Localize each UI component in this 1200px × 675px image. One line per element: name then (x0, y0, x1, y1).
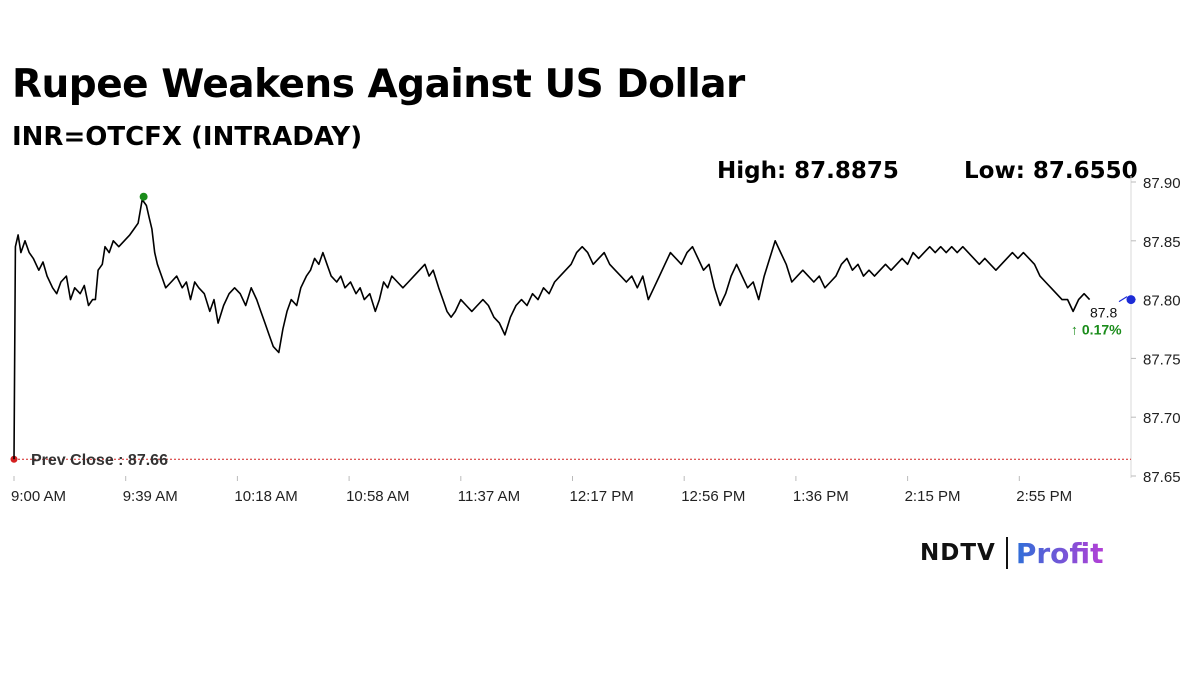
prev-close-label: Prev Close : 87.66 (31, 452, 168, 469)
y-tick-label: 87.75 (1143, 351, 1181, 368)
y-tick-label: 87.65 (1143, 469, 1181, 486)
last-value-marker (1126, 295, 1136, 305)
logo-divider (1005, 537, 1008, 569)
change-percent-label: ↑ 0.17% (1071, 322, 1122, 338)
chart-subtitle: INR=OTCFX (INTRADAY) (12, 122, 363, 152)
prev-close-marker (10, 455, 18, 463)
high-point-marker (139, 192, 148, 201)
y-tick-label: 87.80 (1143, 293, 1181, 310)
x-tick-label: 12:17 PM (570, 488, 634, 505)
chart-title: Rupee Weakens Against US Dollar (12, 62, 745, 107)
x-tick-label: 10:58 AM (346, 488, 409, 505)
x-tick-label: 1:36 PM (793, 488, 849, 505)
high-value-label: High: 87.8875 (717, 158, 899, 184)
x-tick-label: 10:18 AM (234, 488, 297, 505)
x-tick-label: 9:39 AM (123, 488, 178, 505)
ndtv-profit-logo: NDTV Profit (920, 533, 1104, 573)
price-series-line (13, 198, 1091, 460)
x-tick-label: 11:37 AM (458, 488, 520, 505)
logo-brand: NDTV (920, 540, 996, 566)
last-value-tail (1118, 296, 1128, 303)
logo-product: Profit (1015, 536, 1104, 570)
y-tick-label: 87.85 (1143, 234, 1181, 251)
x-tick-label: 12:56 PM (681, 488, 745, 505)
x-tick-label: 2:15 PM (905, 488, 961, 505)
y-tick-label: 87.70 (1143, 410, 1181, 427)
x-tick-label: 9:00 AM (11, 488, 66, 505)
y-tick-label: 87.90 (1143, 175, 1181, 192)
low-value-label: Low: 87.6550 (964, 158, 1138, 184)
last-value-label: 87.8 (1090, 305, 1117, 321)
x-tick-label: 2:55 PM (1016, 488, 1072, 505)
